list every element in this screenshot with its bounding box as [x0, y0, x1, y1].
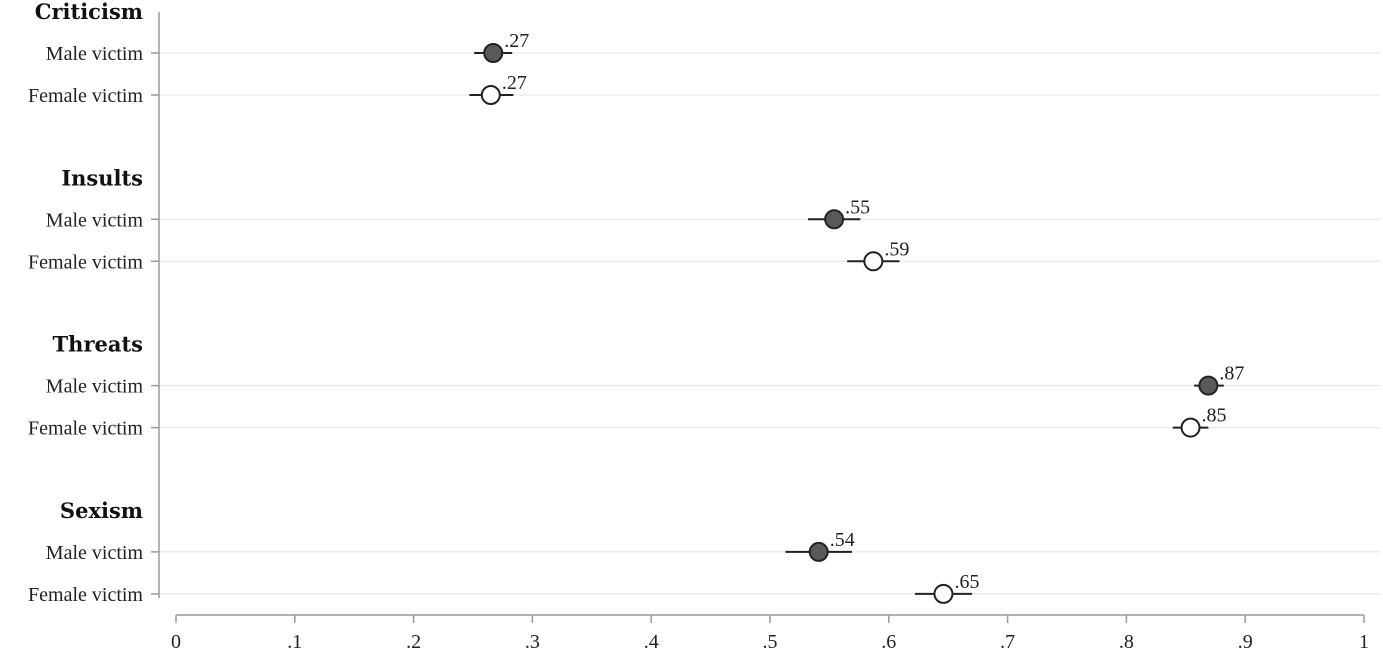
row-label: Male victim — [46, 43, 144, 65]
row-label: Male victim — [46, 542, 144, 564]
labels: 0 .1 .2 .3 .4 .5 .6 .7 .8 .9 1 Criticism Male victim… — [28, 0, 1369, 653]
x-tick-label: .1 — [287, 631, 302, 653]
data-value-label: .27 — [504, 30, 529, 52]
row-label: Female victim — [28, 251, 143, 273]
x-tick-label: .7 — [1000, 631, 1015, 653]
x-tick-label: 0 — [171, 631, 181, 653]
data-value-label: .59 — [884, 238, 909, 260]
x-tick-label: .4 — [644, 631, 659, 653]
x-tick-label: 1 — [1359, 631, 1369, 653]
group-label-threats: Threats — [53, 332, 143, 357]
group-label-insults: Insults — [61, 165, 143, 190]
female-victim-point — [1180, 417, 1201, 438]
row-label: Male victim — [46, 209, 144, 231]
x-tick-label: .6 — [881, 631, 896, 653]
data-value-label: .54 — [830, 529, 855, 551]
female-victim-point — [933, 583, 954, 604]
group-label-criticism: Criticism — [35, 0, 143, 24]
x-tick-label: .8 — [1119, 631, 1134, 653]
data-value-label: .55 — [845, 196, 870, 218]
row-label: Female victim — [28, 418, 143, 440]
male-victim-point — [1198, 375, 1219, 396]
axes — [151, 12, 1365, 623]
male-victim-point — [483, 43, 504, 63]
x-tick-label: .9 — [1238, 631, 1253, 653]
data-value-label: .85 — [1202, 405, 1227, 427]
row-label: Female victim — [28, 584, 143, 606]
group-label-sexism: Sexism — [60, 498, 143, 523]
data-marks — [469, 43, 1224, 604]
row-label: Female victim — [28, 85, 143, 107]
female-victim-point — [480, 85, 501, 105]
data-value-label: .65 — [954, 571, 979, 593]
x-tick-label: .2 — [406, 631, 421, 653]
male-victim-point — [808, 541, 829, 562]
x-tick-label: .3 — [525, 631, 540, 653]
row-label: Male victim — [46, 376, 144, 398]
grid-lines — [159, 52, 1380, 595]
x-tick-label: .5 — [763, 631, 778, 653]
female-victim-point — [863, 251, 884, 272]
data-value-label: .27 — [502, 72, 527, 94]
data-value-label: .87 — [1219, 363, 1244, 385]
male-victim-point — [824, 209, 845, 230]
